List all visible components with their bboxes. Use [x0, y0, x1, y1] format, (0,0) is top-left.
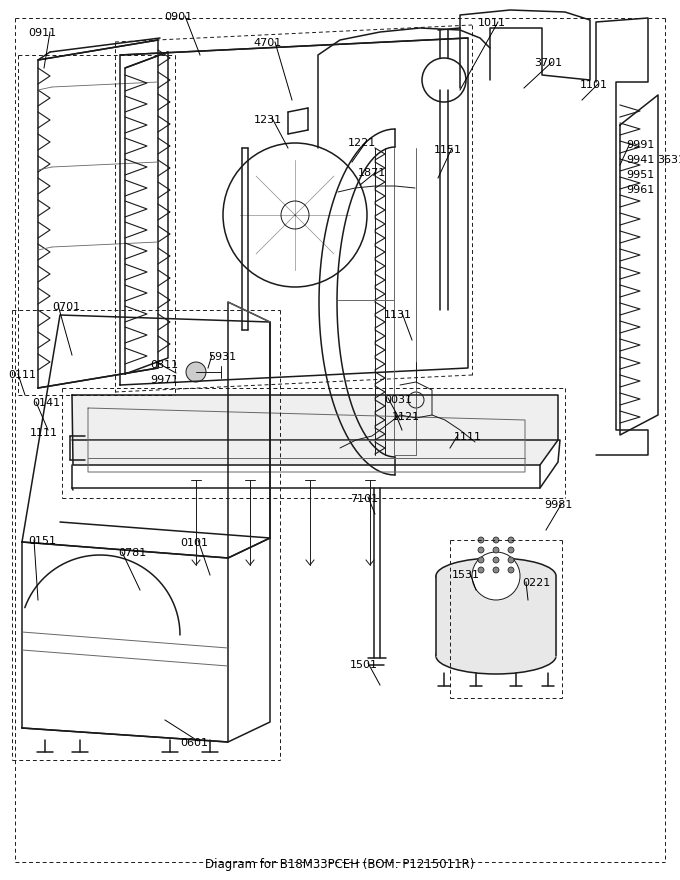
Text: 1121: 1121 [392, 412, 420, 422]
Text: 1221: 1221 [348, 138, 376, 148]
Text: 0151: 0151 [28, 536, 56, 546]
Circle shape [186, 362, 206, 382]
Circle shape [493, 547, 499, 553]
Text: 1101: 1101 [580, 80, 608, 90]
Ellipse shape [436, 638, 556, 674]
Circle shape [493, 567, 499, 573]
Text: 3631: 3631 [657, 155, 680, 165]
Text: 0701: 0701 [52, 302, 80, 312]
Circle shape [508, 557, 514, 563]
Text: 9981: 9981 [544, 500, 572, 510]
Text: 1501: 1501 [350, 660, 378, 670]
Circle shape [508, 547, 514, 553]
Text: 1111: 1111 [30, 428, 58, 438]
Text: 5931: 5931 [208, 352, 236, 362]
Circle shape [478, 567, 484, 573]
Text: 0911: 0911 [28, 28, 56, 38]
Text: 0781: 0781 [118, 548, 146, 558]
Text: 1131: 1131 [384, 310, 412, 320]
Circle shape [478, 557, 484, 563]
Text: 9961: 9961 [626, 185, 654, 195]
Polygon shape [436, 576, 556, 656]
Text: Diagram for B18M33PCEH (BOM: P1215011R): Diagram for B18M33PCEH (BOM: P1215011R) [205, 858, 475, 871]
Circle shape [493, 537, 499, 543]
Circle shape [508, 537, 514, 543]
Text: 0601: 0601 [180, 738, 208, 748]
Ellipse shape [436, 558, 556, 594]
Text: 0031: 0031 [384, 395, 412, 405]
Text: 9991: 9991 [626, 140, 654, 150]
Text: 4701: 4701 [254, 38, 282, 48]
Text: 1151: 1151 [434, 145, 462, 155]
Text: 1231: 1231 [254, 115, 282, 125]
Text: 0221: 0221 [522, 578, 550, 588]
Text: 9951: 9951 [626, 170, 654, 180]
Text: 7101: 7101 [350, 494, 378, 504]
Text: 9941: 9941 [626, 155, 654, 165]
Polygon shape [72, 395, 558, 465]
Text: 9971: 9971 [150, 375, 178, 385]
Circle shape [508, 567, 514, 573]
Circle shape [493, 557, 499, 563]
Text: 0111: 0111 [8, 370, 36, 380]
Circle shape [472, 552, 520, 600]
Text: 1871: 1871 [358, 168, 386, 178]
Circle shape [478, 547, 484, 553]
Circle shape [478, 537, 484, 543]
Text: 0811: 0811 [150, 360, 178, 370]
Text: 0141: 0141 [32, 398, 60, 408]
Text: 1011: 1011 [478, 18, 506, 28]
Text: 0101: 0101 [180, 538, 208, 548]
Text: 0901: 0901 [164, 12, 192, 22]
Text: 3701: 3701 [534, 58, 562, 68]
Text: 1531: 1531 [452, 570, 480, 580]
Text: 1111: 1111 [454, 432, 482, 442]
